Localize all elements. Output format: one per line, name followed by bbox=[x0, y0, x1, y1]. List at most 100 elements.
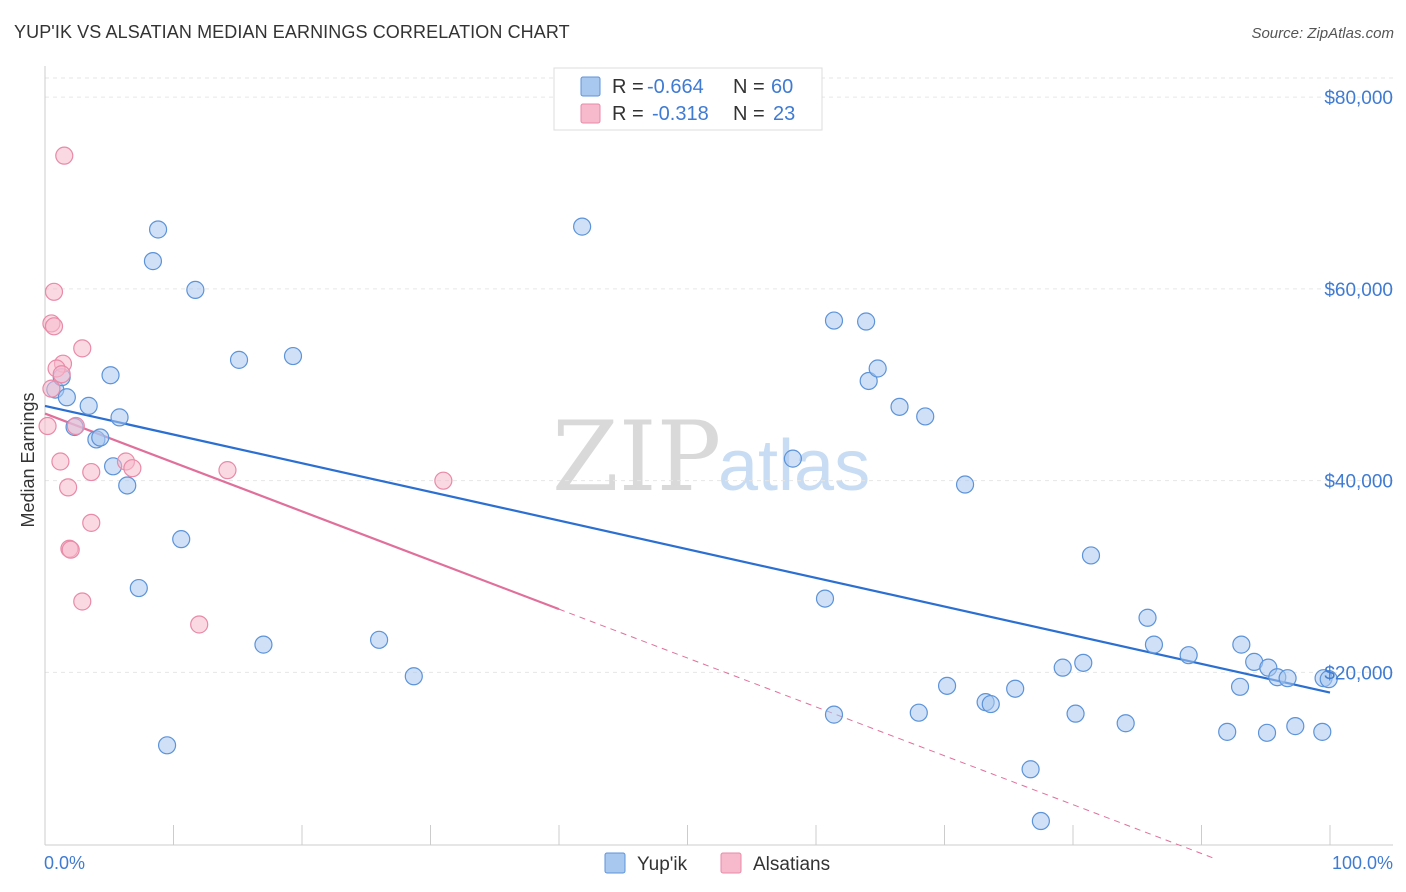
legend-swatch-alsatians bbox=[580, 103, 601, 124]
point-yupik bbox=[824, 311, 844, 330]
point-yupik bbox=[1257, 723, 1277, 742]
point-yupik bbox=[815, 589, 835, 608]
point-yupik bbox=[1066, 704, 1085, 723]
point-alsatians bbox=[73, 339, 92, 358]
point-yupik bbox=[1116, 714, 1135, 733]
legend: R = -0.664 N = 60 R = -0.318 N = 23 bbox=[553, 67, 823, 131]
point-yupik bbox=[573, 217, 592, 236]
point-yupik bbox=[101, 366, 120, 385]
point-yupik bbox=[1278, 669, 1297, 688]
legend-r-value-yupik: -0.664 bbox=[647, 76, 704, 98]
legend-r-label-yupik: R = bbox=[612, 76, 644, 98]
point-alsatians bbox=[73, 592, 92, 611]
point-yupik bbox=[783, 449, 802, 468]
point-alsatians bbox=[42, 379, 61, 398]
y-tick-label: $20,000 bbox=[1324, 663, 1393, 684]
point-yupik bbox=[909, 703, 928, 722]
point-alsatians bbox=[38, 416, 57, 436]
point-alsatians bbox=[51, 452, 70, 471]
legend-r-value-alsatians: -0.318 bbox=[652, 103, 709, 125]
point-alsatians bbox=[61, 540, 80, 559]
point-yupik bbox=[229, 350, 249, 369]
x-tick-label-max: 100.0% bbox=[1332, 853, 1393, 873]
watermark-zip: ZIP bbox=[552, 401, 721, 513]
legend-swatch-yupik bbox=[580, 76, 601, 97]
point-yupik bbox=[937, 676, 957, 695]
point-yupik bbox=[916, 407, 935, 426]
point-yupik bbox=[1006, 679, 1025, 698]
point-alsatians bbox=[52, 365, 71, 384]
point-yupik bbox=[1179, 646, 1198, 665]
point-yupik bbox=[868, 359, 887, 378]
legend-n-value-alsatians: 23 bbox=[773, 103, 795, 125]
point-yupik bbox=[890, 397, 909, 416]
point-yupik bbox=[118, 476, 137, 495]
trend-line-yupik bbox=[44, 404, 1331, 694]
y-axis-label: Median Earnings bbox=[18, 392, 38, 527]
legend-n-label-yupik: N = bbox=[733, 76, 765, 98]
bottom-legend-label-alsatians: Alsatians bbox=[753, 854, 830, 875]
point-yupik bbox=[129, 578, 148, 598]
point-yupik bbox=[148, 220, 168, 239]
bottom-legend: Yup'ik Alsatians bbox=[604, 852, 830, 875]
point-yupik bbox=[404, 667, 423, 686]
point-yupik bbox=[1021, 760, 1040, 779]
y-tick-labels: $20,000 $40,000 $60,000 $80,000 bbox=[1324, 88, 1393, 684]
point-yupik bbox=[1232, 635, 1251, 654]
point-yupik bbox=[57, 388, 76, 407]
trend-line-alsatians-extension bbox=[558, 608, 1215, 859]
point-yupik bbox=[859, 371, 878, 391]
y-tick-label: $80,000 bbox=[1324, 88, 1393, 109]
point-yupik bbox=[1074, 653, 1093, 672]
point-yupik bbox=[824, 705, 844, 724]
point-yupik bbox=[110, 408, 129, 427]
point-yupik bbox=[1144, 635, 1164, 654]
point-yupik bbox=[1031, 811, 1050, 831]
point-yupik bbox=[1218, 722, 1237, 741]
point-alsatians bbox=[44, 317, 64, 336]
point-yupik bbox=[981, 694, 1000, 714]
point-alsatians bbox=[66, 416, 85, 436]
point-yupik bbox=[172, 530, 191, 549]
point-yupik bbox=[254, 635, 273, 654]
point-yupik bbox=[143, 252, 163, 271]
gridlines bbox=[45, 77, 1393, 673]
y-tick-label: $40,000 bbox=[1324, 472, 1393, 493]
data-points bbox=[38, 146, 1338, 831]
legend-r-label-alsatians: R = bbox=[612, 103, 644, 125]
point-yupik bbox=[1138, 608, 1157, 627]
point-alsatians bbox=[218, 461, 237, 480]
point-yupik bbox=[157, 736, 177, 755]
chart-title: YUP'IK VS ALSATIAN MEDIAN EARNINGS CORRE… bbox=[14, 22, 570, 42]
source-label: Source: ZipAtlas.com bbox=[1251, 25, 1394, 42]
point-yupik bbox=[370, 630, 389, 649]
axes bbox=[44, 66, 1393, 846]
point-yupik bbox=[857, 312, 876, 331]
bottom-legend-swatch-yupik bbox=[604, 852, 626, 874]
point-alsatians bbox=[44, 282, 64, 301]
point-yupik bbox=[1053, 658, 1072, 677]
point-alsatians bbox=[82, 513, 101, 532]
point-alsatians bbox=[55, 146, 74, 165]
point-alsatians bbox=[123, 459, 142, 478]
trend-lines bbox=[44, 404, 1331, 859]
x-tick-label-min: 0.0% bbox=[44, 853, 85, 873]
point-yupik bbox=[955, 475, 975, 494]
y-tick-label: $60,000 bbox=[1324, 280, 1393, 301]
bottom-legend-label-yupik: Yup'ik bbox=[637, 854, 688, 875]
legend-n-label-alsatians: N = bbox=[733, 103, 765, 125]
point-yupik bbox=[1319, 670, 1338, 689]
point-yupik bbox=[1230, 677, 1250, 696]
point-alsatians bbox=[190, 615, 209, 634]
point-yupik bbox=[91, 428, 110, 447]
trend-line-alsatians bbox=[44, 412, 560, 611]
bottom-legend-swatch-alsatians bbox=[720, 852, 742, 874]
point-yupik bbox=[79, 396, 98, 415]
legend-n-value-yupik: 60 bbox=[771, 76, 793, 98]
point-alsatians bbox=[434, 471, 453, 490]
point-yupik bbox=[283, 346, 303, 366]
point-yupik bbox=[1081, 546, 1101, 565]
point-alsatians bbox=[82, 462, 101, 482]
point-alsatians bbox=[59, 478, 78, 497]
